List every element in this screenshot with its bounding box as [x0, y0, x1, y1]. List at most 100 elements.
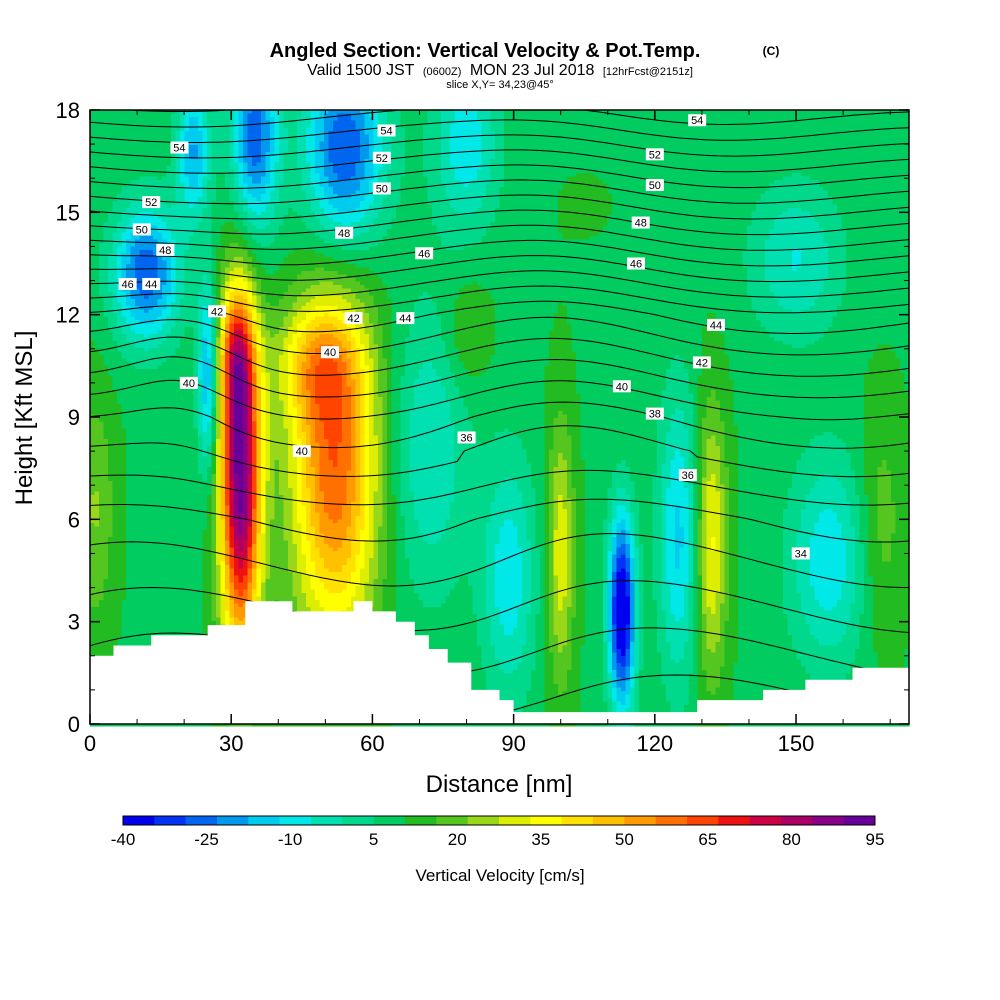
- velocity-cell: [203, 159, 208, 163]
- velocity-cell: [747, 159, 752, 163]
- velocity-cell: [711, 159, 716, 163]
- velocity-cell: [302, 156, 307, 160]
- velocity-cell: [95, 142, 100, 146]
- velocity-cell: [320, 128, 325, 132]
- velocity-cell: [567, 142, 572, 146]
- velocity-cell: [221, 117, 226, 121]
- velocity-cell: [509, 170, 514, 174]
- velocity-cell: [819, 114, 824, 118]
- velocity-cell: [711, 163, 716, 167]
- velocity-cell: [617, 117, 622, 121]
- velocity-cell: [144, 117, 149, 121]
- velocity-cell: [756, 117, 761, 121]
- velocity-cell: [356, 142, 361, 146]
- velocity-cell: [252, 128, 257, 132]
- velocity-cell: [833, 138, 838, 142]
- velocity-cell: [545, 124, 550, 128]
- velocity-cell: [185, 138, 190, 142]
- velocity-cell: [432, 156, 437, 160]
- velocity-cell: [522, 156, 527, 160]
- velocity-cell: [752, 149, 757, 153]
- velocity-cell: [869, 131, 874, 135]
- velocity-cell: [261, 117, 266, 121]
- velocity-cell: [144, 145, 149, 149]
- velocity-cell: [234, 159, 239, 163]
- velocity-cell: [617, 170, 622, 174]
- velocity-cell: [716, 114, 721, 118]
- velocity-cell: [405, 149, 410, 153]
- velocity-cell: [738, 135, 743, 139]
- velocity-cell: [117, 156, 122, 160]
- velocity-cell: [720, 135, 725, 139]
- velocity-cell: [594, 159, 599, 163]
- velocity-cell: [554, 131, 559, 135]
- velocity-cell: [680, 145, 685, 149]
- velocity-cell: [270, 149, 275, 153]
- velocity-cell: [234, 131, 239, 135]
- velocity-cell: [275, 173, 280, 177]
- velocity-cell: [459, 124, 464, 128]
- velocity-cell: [270, 145, 275, 149]
- velocity-cell: [725, 128, 730, 132]
- velocity-cell: [437, 142, 442, 146]
- velocity-cell: [252, 117, 257, 121]
- velocity-cell: [743, 128, 748, 132]
- velocity-cell: [171, 159, 176, 163]
- velocity-cell: [140, 166, 145, 170]
- velocity-cell: [536, 159, 541, 163]
- velocity-cell: [873, 159, 878, 163]
- velocity-cell: [473, 114, 478, 118]
- velocity-cell: [581, 128, 586, 132]
- velocity-cell: [230, 166, 235, 170]
- velocity-cell: [104, 142, 109, 146]
- velocity-cell: [522, 114, 527, 118]
- velocity-cell: [536, 166, 541, 170]
- velocity-cell: [225, 166, 230, 170]
- velocity-cell: [338, 135, 343, 139]
- velocity-cell: [900, 114, 905, 118]
- velocity-cell: [441, 163, 446, 167]
- velocity-cell: [545, 173, 550, 177]
- velocity-cell: [545, 152, 550, 156]
- velocity-cell: [194, 152, 199, 156]
- velocity-cell: [104, 124, 109, 128]
- velocity-cell: [284, 159, 289, 163]
- velocity-cell: [108, 124, 113, 128]
- velocity-cell: [122, 117, 127, 121]
- velocity-cell: [504, 124, 509, 128]
- velocity-cell: [194, 166, 199, 170]
- velocity-cell: [887, 145, 892, 149]
- velocity-cell: [126, 117, 131, 121]
- velocity-cell: [536, 173, 541, 177]
- velocity-cell: [243, 173, 248, 177]
- velocity-cell: [477, 152, 482, 156]
- velocity-cell: [338, 121, 343, 125]
- velocity-cell: [176, 173, 181, 177]
- velocity-cell: [887, 149, 892, 153]
- velocity-cell: [162, 128, 167, 132]
- velocity-cell: [878, 124, 883, 128]
- velocity-cell: [684, 128, 689, 132]
- velocity-cell: [140, 128, 145, 132]
- velocity-cell: [396, 121, 401, 125]
- velocity-cell: [203, 135, 208, 139]
- velocity-cell: [756, 142, 761, 146]
- velocity-cell: [315, 159, 320, 163]
- velocity-cell: [509, 166, 514, 170]
- velocity-cell: [666, 117, 671, 121]
- velocity-cell: [855, 124, 860, 128]
- velocity-cell: [333, 142, 338, 146]
- velocity-cell: [126, 114, 131, 118]
- velocity-cell: [135, 128, 140, 132]
- velocity-cell: [621, 163, 626, 167]
- velocity-cell: [95, 138, 100, 142]
- velocity-cell: [783, 124, 788, 128]
- velocity-cell: [405, 114, 410, 118]
- velocity-cell: [900, 163, 905, 167]
- velocity-cell: [711, 142, 716, 146]
- velocity-cell: [207, 135, 212, 139]
- velocity-cell: [612, 135, 617, 139]
- velocity-cell: [761, 138, 766, 142]
- chart-title-units: (C): [763, 44, 780, 58]
- velocity-cell: [869, 138, 874, 142]
